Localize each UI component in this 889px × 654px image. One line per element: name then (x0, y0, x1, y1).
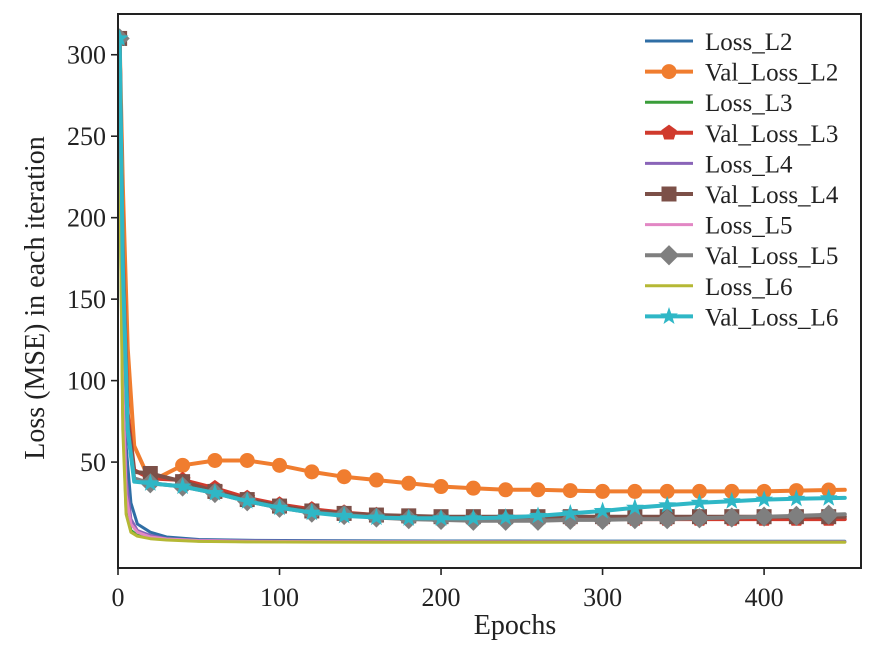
data-point-Val_Loss_L6 (335, 506, 353, 524)
data-point-Val_Loss_L5 (818, 504, 839, 525)
legend-label: Val_Loss_L4 (705, 182, 839, 209)
series-line-Val_Loss_L6 (118, 36, 847, 521)
y-tick-label: 150 (67, 285, 106, 314)
data-point-Val_Loss_L6 (206, 483, 224, 501)
legend-entry-Loss_L3: Loss_L3 (645, 90, 793, 117)
legend-entry-Val_Loss_L4: Val_Loss_L4 (645, 182, 839, 209)
legend-label: Loss_L2 (705, 29, 793, 56)
legend-marker (661, 186, 677, 202)
y-tick-label: 250 (67, 122, 106, 151)
data-point-Val_Loss_L2 (691, 483, 707, 499)
data-point-Val_Loss_L2 (368, 472, 384, 488)
data-point-Val_Loss_L6 (529, 506, 547, 524)
y-tick-label: 100 (67, 367, 106, 396)
data-point-Val_Loss_L2 (724, 483, 740, 499)
data-point-Val_Loss_L2 (207, 452, 223, 468)
data-point-Val_Loss_L6 (722, 491, 741, 509)
data-point-Val_Loss_L6 (690, 493, 709, 511)
legend-entry-Loss_L2: Loss_L2 (645, 29, 793, 56)
legend-entry-Loss_L4: Loss_L4 (645, 151, 793, 178)
legend-label: Loss_L6 (705, 274, 793, 301)
legend-label: Val_Loss_L6 (705, 304, 838, 331)
data-point-Val_Loss_L5 (689, 508, 710, 529)
series-Loss_L6 (118, 159, 847, 544)
data-point-Val_Loss_L6 (432, 508, 450, 526)
legend-marker (661, 64, 677, 80)
data-point-Val_Loss_L2 (239, 452, 255, 468)
data-point-Val_Loss_L6 (755, 490, 773, 508)
data-point-Val_Loss_L6 (270, 498, 289, 516)
y-tick-label: 50 (80, 448, 106, 477)
legend-label: Loss_L3 (705, 90, 793, 117)
x-tick-label: 100 (260, 583, 299, 612)
data-point-Val_Loss_L6 (658, 495, 677, 513)
data-point-Val_Loss_L6 (399, 508, 418, 526)
legend-marker (661, 124, 677, 140)
plot-frame (117, 13, 862, 569)
data-point-Val_Loss_L6 (561, 504, 580, 521)
axes: 0 100 200 300 400 50 100 150 200 250 300 (67, 41, 784, 612)
data-point-Val_Loss_L6 (238, 491, 257, 509)
data-point-Val_Loss_L2 (272, 457, 288, 473)
legend-label: Val_Loss_L2 (705, 60, 838, 87)
data-point-Val_Loss_L2 (175, 457, 191, 473)
data-point-Val_Loss_L5 (657, 508, 678, 530)
data-point-Val_Loss_L6 (787, 489, 806, 507)
legend-label: Loss_L5 (705, 213, 793, 240)
plot-area (118, 28, 847, 544)
y-tick-label: 300 (67, 41, 106, 70)
data-point-Val_Loss_L2 (530, 482, 546, 498)
series-Val_Loss_L6 (118, 29, 847, 526)
x-tick-label: 400 (745, 583, 784, 612)
data-point-Val_Loss_L5 (721, 507, 742, 528)
data-point-Val_Loss_L2 (336, 469, 352, 485)
legend-label: Val_Loss_L3 (705, 121, 838, 148)
legend-entry-Val_Loss_L2: Val_Loss_L2 (645, 60, 838, 87)
data-point-Val_Loss_L6 (593, 501, 612, 519)
legend-entry-Val_Loss_L5: Val_Loss_L5 (645, 243, 838, 270)
legend-label: Loss_L4 (705, 151, 793, 178)
data-point-Val_Loss_L6 (302, 503, 321, 521)
data-point-Val_Loss_L6 (819, 488, 838, 506)
data-point-Val_Loss_L6 (141, 473, 160, 491)
data-point-Val_Loss_L2 (562, 483, 578, 499)
data-point-Val_Loss_L2 (304, 464, 320, 480)
data-point-Val_Loss_L2 (465, 480, 481, 496)
data-point-Val_Loss_L6 (464, 508, 483, 526)
x-axis-title: Epochs (474, 610, 556, 641)
y-axis-title: Loss (MSE) in each iteration (20, 136, 51, 459)
data-point-Val_Loss_L2 (627, 483, 643, 499)
data-point-Val_Loss_L6 (118, 29, 129, 46)
data-point-Val_Loss_L5 (786, 505, 807, 526)
legend: Loss_L2 Val_Loss_L2 Loss_L3 Val_Loss_L3 Loss… (645, 29, 839, 331)
data-point-Val_Loss_L5 (753, 506, 775, 527)
legend-label: Val_Loss_L5 (705, 243, 838, 270)
data-point-Val_Loss_L6 (367, 508, 386, 526)
data-point-Val_Loss_L5 (592, 509, 613, 531)
data-point-Val_Loss_L2 (595, 483, 611, 499)
legend-marker (660, 307, 678, 324)
y-tick-label: 200 (67, 204, 106, 233)
data-point-Val_Loss_L6 (173, 477, 192, 495)
data-point-Val_Loss_L2 (433, 479, 449, 495)
data-point-Val_Loss_L6 (496, 508, 515, 526)
x-tick-label: 200 (422, 583, 461, 612)
x-tick-label: 0 (112, 583, 125, 612)
legend-entry-Val_Loss_L6: Val_Loss_L6 (645, 304, 838, 331)
x-tick-label: 300 (583, 583, 622, 612)
data-point-Val_Loss_L2 (659, 483, 675, 499)
legend-marker (658, 245, 680, 266)
legend-entry-Loss_L6: Loss_L6 (645, 274, 793, 301)
data-point-Val_Loss_L2 (498, 482, 514, 498)
data-point-Val_Loss_L2 (401, 475, 417, 491)
legend-entry-Loss_L5: Loss_L5 (645, 213, 793, 240)
legend-entry-Val_Loss_L3: Val_Loss_L3 (645, 121, 838, 148)
series-line-Loss_L6 (118, 159, 847, 544)
data-point-Val_Loss_L6 (626, 498, 644, 516)
